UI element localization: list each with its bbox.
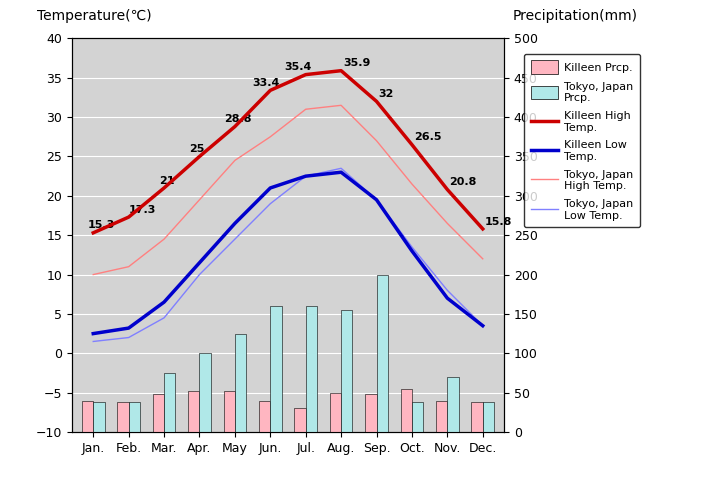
- Bar: [153, 394, 164, 432]
- Text: 15.8: 15.8: [485, 216, 512, 227]
- Bar: [306, 306, 317, 432]
- Bar: [412, 402, 423, 432]
- Bar: [129, 402, 140, 432]
- Text: 28.8: 28.8: [224, 114, 252, 124]
- Text: 21: 21: [158, 176, 174, 186]
- Bar: [482, 402, 494, 432]
- Text: Temperature(℃): Temperature(℃): [37, 9, 152, 23]
- Bar: [117, 402, 129, 432]
- Text: 15.3: 15.3: [88, 220, 115, 230]
- Bar: [94, 402, 104, 432]
- Bar: [447, 377, 459, 432]
- Bar: [377, 275, 388, 432]
- Bar: [164, 373, 176, 432]
- Bar: [436, 400, 447, 432]
- Text: 35.4: 35.4: [284, 62, 312, 72]
- Text: 32: 32: [378, 89, 394, 99]
- Bar: [341, 310, 353, 432]
- Bar: [365, 394, 377, 432]
- Text: 17.3: 17.3: [129, 205, 156, 215]
- Bar: [400, 389, 412, 432]
- Bar: [472, 402, 482, 432]
- Bar: [235, 334, 246, 432]
- Text: 35.9: 35.9: [343, 58, 370, 68]
- Bar: [330, 393, 341, 432]
- Bar: [270, 306, 282, 432]
- Bar: [199, 353, 211, 432]
- Legend: Killeen Prcp., Tokyo, Japan
Prcp., Killeen High
Temp., Killeen Low
Temp., Tokyo,: Killeen Prcp., Tokyo, Japan Prcp., Kille…: [524, 54, 640, 228]
- Text: 26.5: 26.5: [414, 132, 441, 142]
- Text: Precipitation(mm): Precipitation(mm): [513, 9, 638, 23]
- Bar: [223, 391, 235, 432]
- Bar: [82, 400, 94, 432]
- Text: 25: 25: [189, 144, 204, 154]
- Bar: [294, 408, 306, 432]
- Bar: [259, 400, 270, 432]
- Text: 33.4: 33.4: [253, 78, 280, 88]
- Text: 20.8: 20.8: [449, 177, 477, 187]
- Bar: [188, 391, 199, 432]
